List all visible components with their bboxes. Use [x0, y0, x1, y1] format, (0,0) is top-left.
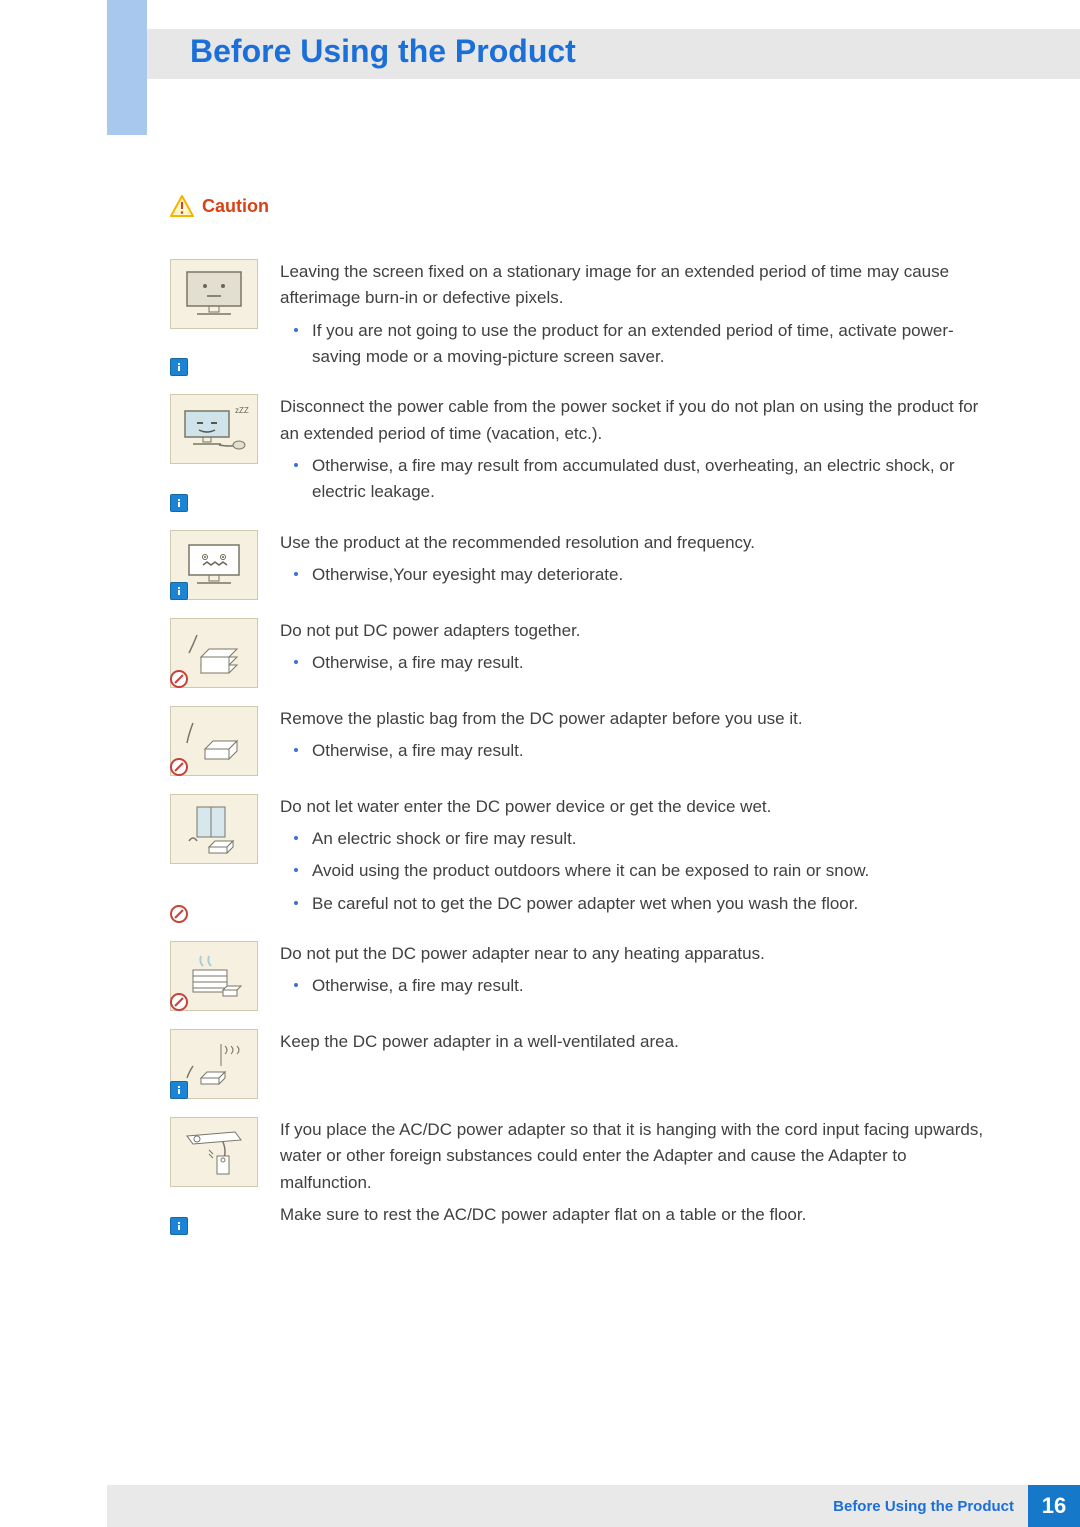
item-text: Use the product at the recommended resol…: [280, 530, 990, 600]
illustration-box: [170, 530, 258, 600]
item-text: Remove the plastic bag from the DC power…: [280, 706, 990, 776]
bullet-item: Otherwise, a fire may result.: [312, 650, 990, 676]
caution-label: Caution: [202, 196, 269, 217]
caution-heading: Caution: [170, 195, 990, 217]
monitor-unplug-icon: zZZ: [170, 394, 258, 464]
item-text: Do not let water enter the DC power devi…: [280, 794, 990, 923]
item-intro: Disconnect the power cable from the powe…: [280, 394, 990, 447]
prohibit-badge-icon: [170, 758, 188, 776]
info-badge-icon: [170, 494, 188, 512]
bullet-list: Otherwise, a fire may result.: [280, 973, 990, 999]
item-text: Keep the DC power adapter in a well-vent…: [280, 1029, 990, 1099]
side-tab: [107, 0, 147, 135]
bullet-list: An electric shock or fire may result. Av…: [280, 826, 990, 917]
prohibit-badge-icon: [170, 993, 188, 1011]
caution-item: Leaving the screen fixed on a stationary…: [170, 259, 990, 376]
caution-item: Keep the DC power adapter in a well-vent…: [170, 1029, 990, 1099]
caution-item: Do not put DC power adapters together. O…: [170, 618, 990, 688]
item-text: If you place the AC/DC power adapter so …: [280, 1117, 990, 1234]
bullet-list: Otherwise, a fire may result.: [280, 738, 990, 764]
caution-item: Do not let water enter the DC power devi…: [170, 794, 990, 923]
item-text: Do not put the DC power adapter near to …: [280, 941, 990, 1011]
item-extra: Make sure to rest the AC/DC power adapte…: [280, 1202, 990, 1228]
item-intro: Do not put DC power adapters together.: [280, 618, 990, 644]
item-intro: Use the product at the recommended resol…: [280, 530, 990, 556]
illustration-box: [170, 706, 258, 776]
illustration-box: [170, 941, 258, 1011]
bullet-item: Otherwise,Your eyesight may deteriorate.: [312, 562, 990, 588]
item-intro: Do not let water enter the DC power devi…: [280, 794, 990, 820]
bullet-item: Avoid using the product outdoors where i…: [312, 858, 990, 884]
item-intro: Keep the DC power adapter in a well-vent…: [280, 1029, 990, 1055]
info-badge-icon: [170, 582, 188, 600]
illustration-box: [170, 1029, 258, 1099]
caution-item: Use the product at the recommended resol…: [170, 530, 990, 600]
bullet-item: Otherwise, a fire may result from accumu…: [312, 453, 990, 506]
adapter-water-icon: [170, 794, 258, 864]
caution-item: Remove the plastic bag from the DC power…: [170, 706, 990, 776]
bullet-item: Be careful not to get the DC power adapt…: [312, 891, 990, 917]
content-area: Caution Leaving the screen fixed on a st…: [170, 195, 990, 1253]
bullet-item: Otherwise, a fire may result.: [312, 973, 990, 999]
page-title: Before Using the Product: [190, 33, 576, 70]
illustration-box: [170, 618, 258, 688]
prohibit-badge-icon: [170, 670, 188, 688]
adapter-hanging-icon: [170, 1117, 258, 1187]
info-badge-icon: [170, 358, 188, 376]
info-badge-icon: [170, 1081, 188, 1099]
illustration-box: [170, 259, 258, 376]
bullet-list: If you are not going to use the product …: [280, 318, 990, 371]
item-text: Disconnect the power cable from the powe…: [280, 394, 990, 511]
prohibit-badge-icon: [170, 905, 188, 923]
caution-item: Do not put the DC power adapter near to …: [170, 941, 990, 1011]
illustration-box: zZZ: [170, 394, 258, 511]
item-intro: Leaving the screen fixed on a stationary…: [280, 259, 990, 312]
illustration-box: [170, 794, 258, 923]
footer: Before Using the Product 16: [107, 1485, 1080, 1527]
illustration-box: [170, 1117, 258, 1234]
bullet-item: If you are not going to use the product …: [312, 318, 990, 371]
bullet-item: An electric shock or fire may result.: [312, 826, 990, 852]
bullet-item: Otherwise, a fire may result.: [312, 738, 990, 764]
caution-item: If you place the AC/DC power adapter so …: [170, 1117, 990, 1234]
item-intro: Remove the plastic bag from the DC power…: [280, 706, 990, 732]
bullet-list: Otherwise, a fire may result from accumu…: [280, 453, 990, 506]
svg-text:zZZ: zZZ: [235, 406, 249, 415]
page-number: 16: [1028, 1485, 1080, 1527]
monitor-burnin-icon: [170, 259, 258, 329]
item-intro: Do not put the DC power adapter near to …: [280, 941, 990, 967]
bullet-list: Otherwise,Your eyesight may deteriorate.: [280, 562, 990, 588]
item-intro: If you place the AC/DC power adapter so …: [280, 1117, 990, 1196]
item-text: Leaving the screen fixed on a stationary…: [280, 259, 990, 376]
bullet-list: Otherwise, a fire may result.: [280, 650, 990, 676]
caution-item: zZZ Disconnect the power cable from the …: [170, 394, 990, 511]
footer-label: Before Using the Product: [107, 1485, 1028, 1527]
caution-triangle-icon: [170, 195, 194, 217]
info-badge-icon: [170, 1217, 188, 1235]
item-text: Do not put DC power adapters together. O…: [280, 618, 990, 688]
